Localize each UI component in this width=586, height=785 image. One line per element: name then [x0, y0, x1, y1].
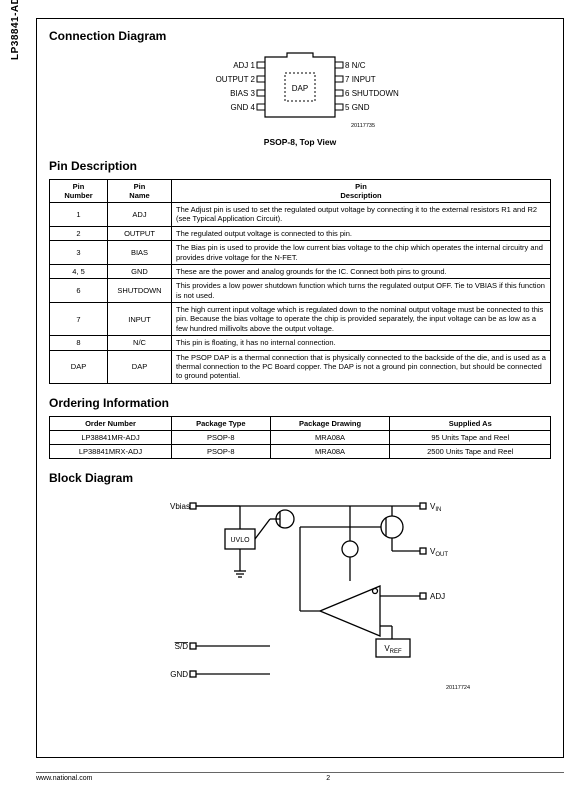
connection-title: Connection Diagram [49, 29, 551, 43]
table-row: 2OUTPUTThe regulated output voltage is c… [50, 226, 551, 240]
svg-text:8 N/C: 8 N/C [345, 61, 366, 70]
svg-text:VOUT: VOUT [430, 547, 448, 558]
connection-diagram: DAP ADJ 1 OUTPUT 2 BIAS 3 GND 4 8 N/C 7 … [49, 49, 551, 147]
table-row: 1ADJThe Adjust pin is used to set the re… [50, 203, 551, 227]
svg-text:OUTPUT 2: OUTPUT 2 [216, 75, 256, 84]
svg-text:Vbias: Vbias [170, 502, 190, 511]
footer-page: 2 [326, 775, 330, 782]
table-row: 6SHUTDOWNThis provides a low power shutd… [50, 279, 551, 303]
side-product-label: LP38841-ADJ [10, 0, 21, 60]
footer: www.national.com 2 [36, 772, 564, 782]
svg-text:20117735: 20117735 [351, 123, 375, 129]
svg-text:5 GND: 5 GND [345, 103, 370, 112]
table-row: 7INPUTThe high current input voltage whi… [50, 303, 551, 336]
svg-text:BIAS 3: BIAS 3 [230, 89, 255, 98]
pin-table: PinNumber PinName PinDescription 1ADJThe… [49, 179, 551, 384]
svg-text:ADJ: ADJ [430, 592, 445, 601]
ordering-title: Ordering Information [49, 396, 551, 410]
block-title: Block Diagram [49, 471, 551, 485]
svg-text:S/D: S/D [175, 642, 189, 651]
table-row: LP38841MRX-ADJPSOP-8MRA08A2500 Units Tap… [50, 444, 551, 458]
table-row: Order Number Package Type Package Drawin… [50, 416, 551, 430]
svg-text:7 INPUT: 7 INPUT [345, 75, 376, 84]
table-row: LP38841MR-ADJPSOP-8MRA08A95 Units Tape a… [50, 430, 551, 444]
svg-text:VIN: VIN [430, 502, 441, 513]
pin-title: Pin Description [49, 159, 551, 173]
svg-text:DAP: DAP [292, 84, 308, 93]
table-row: PinNumber PinName PinDescription [50, 180, 551, 203]
table-row: 3BIASThe Bias pin is used to provide the… [50, 241, 551, 265]
block-diagram: Vbias UVLO [49, 491, 551, 693]
connection-caption: PSOP-8, Top View [49, 137, 551, 147]
svg-text:UVLO: UVLO [230, 537, 250, 544]
svg-text:ADJ 1: ADJ 1 [233, 61, 255, 70]
order-table: Order Number Package Type Package Drawin… [49, 416, 551, 459]
svg-text:20117724: 20117724 [446, 685, 470, 691]
content-frame: Connection Diagram DAP ADJ 1 OUTPUT 2 BI… [36, 18, 564, 758]
svg-text:6 SHUTDOWN: 6 SHUTDOWN [345, 89, 399, 98]
table-row: 8N/CThis pin is floating, it has no inte… [50, 336, 551, 350]
table-row: 4, 5GNDThese are the power and analog gr… [50, 264, 551, 278]
svg-text:GND: GND [170, 670, 188, 679]
footer-url: www.national.com [36, 775, 92, 782]
psop8-diagram: DAP ADJ 1 OUTPUT 2 BIAS 3 GND 4 8 N/C 7 … [195, 49, 405, 131]
table-row: DAPDAPThe PSOP DAP is a thermal connecti… [50, 350, 551, 383]
svg-text:GND 4: GND 4 [231, 103, 256, 112]
